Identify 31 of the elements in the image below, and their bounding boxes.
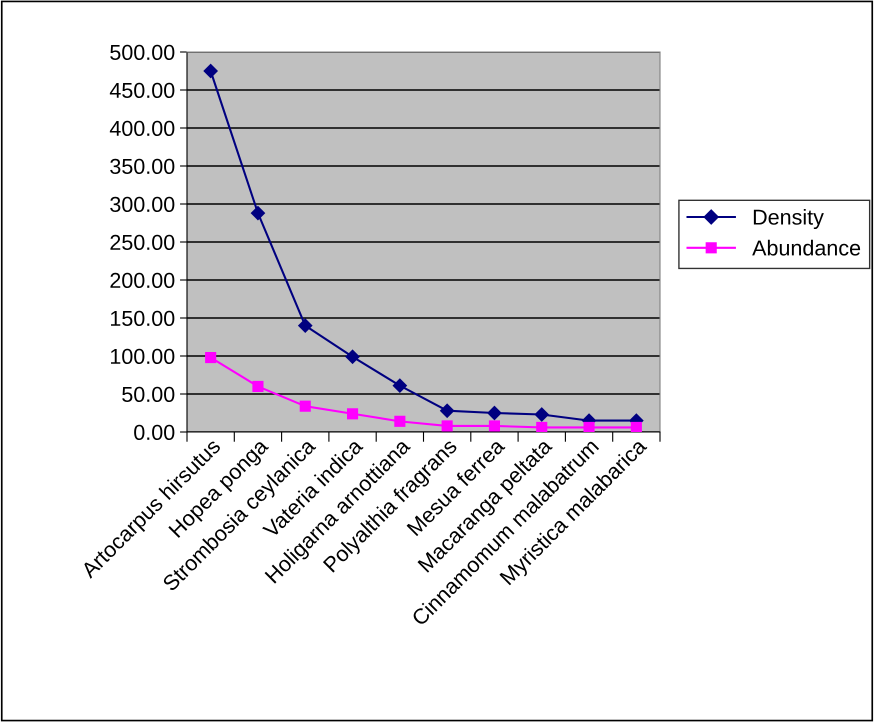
point	[392, 378, 407, 393]
y-tick-label: 200.00	[110, 272, 174, 288]
y-tick-label: 100.00	[111, 348, 174, 364]
y-tick-label: 50.00	[122, 386, 174, 402]
point	[346, 408, 358, 420]
point	[345, 350, 360, 364]
legend-label: Abundance	[752, 240, 860, 256]
y-tick-label: 150.00	[111, 310, 174, 326]
point	[394, 416, 406, 427]
y-tick-label: 500.00	[110, 44, 174, 60]
legend-label: Density	[754, 208, 824, 230]
point	[536, 422, 548, 432]
point	[300, 400, 311, 412]
y-tick-label: 400.00	[110, 120, 174, 136]
point	[442, 420, 453, 432]
point	[488, 420, 500, 432]
point	[440, 404, 454, 418]
point	[205, 352, 216, 364]
point	[487, 406, 502, 420]
point	[534, 407, 549, 422]
y-tick-label: 300.00	[110, 196, 174, 212]
y-tick-label: 0.00	[134, 424, 174, 440]
y-tick-label: 350.00	[110, 158, 174, 174]
point	[252, 380, 264, 392]
y-tick-label: 450.00	[110, 82, 174, 98]
point	[298, 318, 312, 333]
point	[630, 422, 642, 432]
point	[250, 206, 266, 220]
y-tick-label: 250.00	[110, 234, 174, 250]
point	[583, 422, 595, 432]
point	[204, 64, 218, 78]
